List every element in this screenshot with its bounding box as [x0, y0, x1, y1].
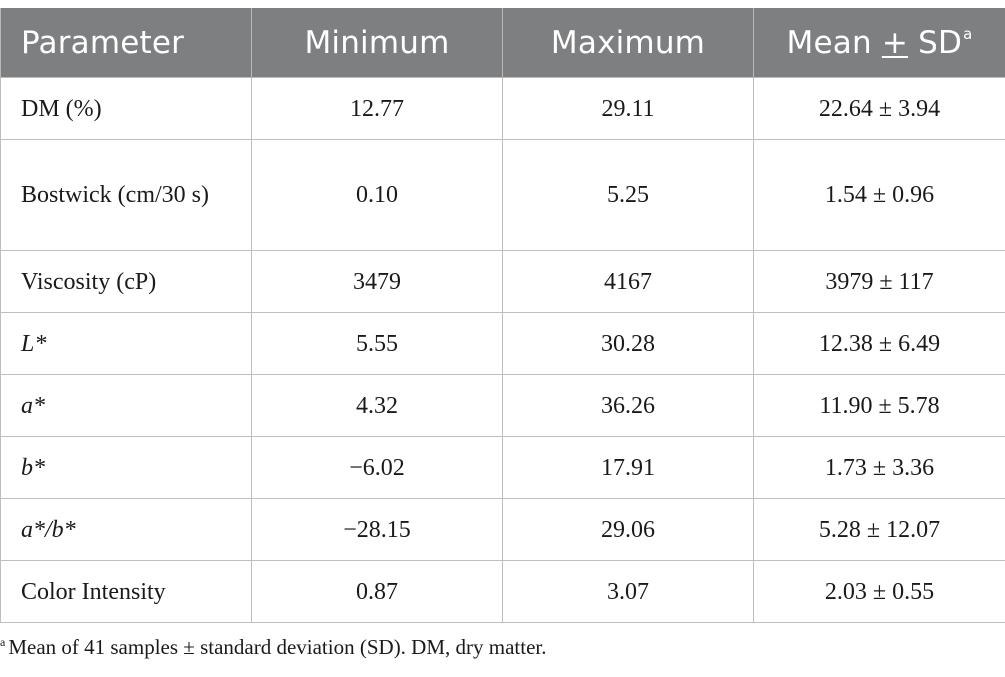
table-footnote: a Mean of 41 samples ± standard deviation…: [0, 635, 547, 660]
header-mean-prefix: Mean: [786, 24, 882, 61]
cell-mean-sd: 2.03 ± 0.55: [753, 560, 1005, 623]
footnote-text: Mean of 41 samples ± standard deviation …: [8, 635, 547, 659]
cell-maximum: 29.06: [502, 498, 754, 561]
header-mean-suffix: SD: [908, 24, 963, 61]
cell-mean-sd: 1.73 ± 3.36: [753, 436, 1005, 499]
table-row: a*/b* −28.15 29.06 5.28 ± 12.07: [0, 498, 1005, 561]
table-row: Bostwick (cm/30 s) 0.10 5.25 1.54 ± 0.96: [0, 139, 1005, 251]
header-footnote-marker: a: [963, 24, 973, 43]
header-plus-minus: +: [881, 24, 909, 61]
data-table-container: Parameter Minimum Maximum Mean + SDa DM …: [0, 8, 1005, 623]
cell-minimum: −6.02: [251, 436, 503, 499]
cell-maximum: 30.28: [502, 312, 754, 375]
cell-maximum: 29.11: [502, 77, 754, 140]
cell-parameter: a*: [0, 374, 252, 437]
cell-parameter: Bostwick (cm/30 s): [0, 139, 252, 251]
cell-parameter: Color Intensity: [0, 560, 252, 623]
table-row: DM (%) 12.77 29.11 22.64 ± 3.94: [0, 77, 1005, 140]
cell-parameter: b*: [0, 436, 252, 499]
cell-maximum: 36.26: [502, 374, 754, 437]
table-body: DM (%) 12.77 29.11 22.64 ± 3.94 Bostwick…: [0, 77, 1005, 623]
cell-mean-sd: 3979 ± 117: [753, 250, 1005, 313]
table-row: L* 5.55 30.28 12.38 ± 6.49: [0, 312, 1005, 375]
cell-mean-sd: 22.64 ± 3.94: [753, 77, 1005, 140]
cell-minimum: 0.10: [251, 139, 503, 251]
cell-minimum: 12.77: [251, 77, 503, 140]
header-parameter: Parameter: [0, 8, 252, 78]
cell-minimum: −28.15: [251, 498, 503, 561]
cell-mean-sd: 1.54 ± 0.96: [753, 139, 1005, 251]
header-row: Parameter Minimum Maximum Mean + SDa: [0, 8, 1005, 78]
cell-minimum: 0.87: [251, 560, 503, 623]
table-row: Viscosity (cP) 3479 4167 3979 ± 117: [0, 250, 1005, 313]
cell-minimum: 3479: [251, 250, 503, 313]
cell-mean-sd: 11.90 ± 5.78: [753, 374, 1005, 437]
cell-maximum: 17.91: [502, 436, 754, 499]
header-maximum: Maximum: [502, 8, 754, 78]
cell-maximum: 4167: [502, 250, 754, 313]
cell-parameter: Viscosity (cP): [0, 250, 252, 313]
cell-parameter: L*: [0, 312, 252, 375]
cell-maximum: 3.07: [502, 560, 754, 623]
table-row: b* −6.02 17.91 1.73 ± 3.36: [0, 436, 1005, 499]
cell-parameter: DM (%): [0, 77, 252, 140]
header-mean-sd: Mean + SDa: [753, 8, 1005, 78]
footnote-marker: a: [0, 635, 6, 649]
table-row: a* 4.32 36.26 11.90 ± 5.78: [0, 374, 1005, 437]
table-row: Color Intensity 0.87 3.07 2.03 ± 0.55: [0, 560, 1005, 623]
cell-maximum: 5.25: [502, 139, 754, 251]
parameters-table: Parameter Minimum Maximum Mean + SDa DM …: [0, 8, 1005, 623]
table-header: Parameter Minimum Maximum Mean + SDa: [0, 8, 1005, 78]
cell-mean-sd: 12.38 ± 6.49: [753, 312, 1005, 375]
cell-minimum: 4.32: [251, 374, 503, 437]
cell-parameter: a*/b*: [0, 498, 252, 561]
cell-minimum: 5.55: [251, 312, 503, 375]
header-minimum: Minimum: [251, 8, 503, 78]
cell-mean-sd: 5.28 ± 12.07: [753, 498, 1005, 561]
